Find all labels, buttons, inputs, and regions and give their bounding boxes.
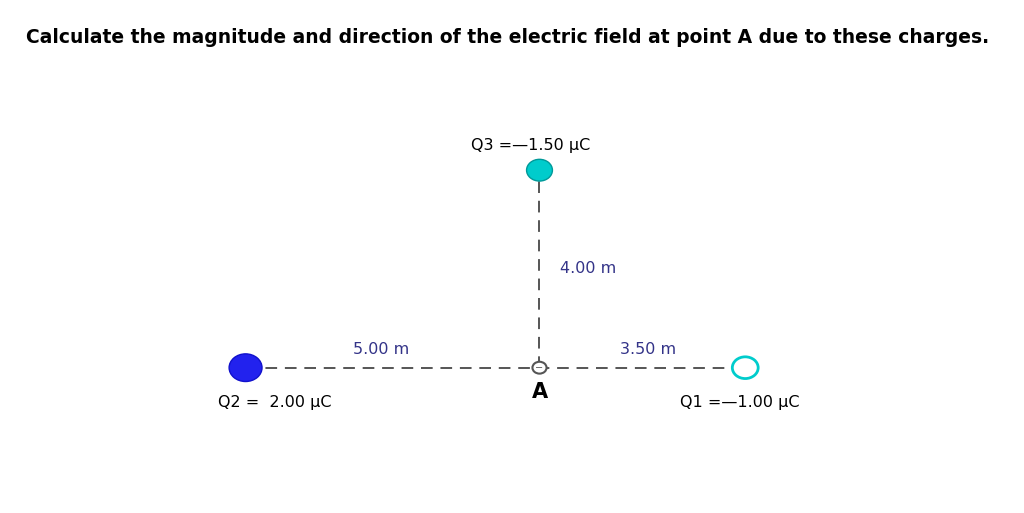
Circle shape xyxy=(732,357,758,379)
Circle shape xyxy=(229,354,262,382)
Text: 4.00 m: 4.00 m xyxy=(560,262,616,277)
Text: 5.00 m: 5.00 m xyxy=(352,342,409,357)
Text: 3.50 m: 3.50 m xyxy=(621,342,676,357)
Text: −: − xyxy=(536,363,544,372)
Text: Q2 =  2.00 μC: Q2 = 2.00 μC xyxy=(218,395,332,410)
Circle shape xyxy=(532,362,547,373)
Text: Q3 =—1.50 μC: Q3 =—1.50 μC xyxy=(471,138,590,153)
Text: Calculate the magnitude and direction of the electric field at point A due to th: Calculate the magnitude and direction of… xyxy=(26,28,989,47)
Circle shape xyxy=(526,160,552,181)
Text: A: A xyxy=(531,382,548,402)
Text: Q1 =—1.00 μC: Q1 =—1.00 μC xyxy=(680,395,799,410)
